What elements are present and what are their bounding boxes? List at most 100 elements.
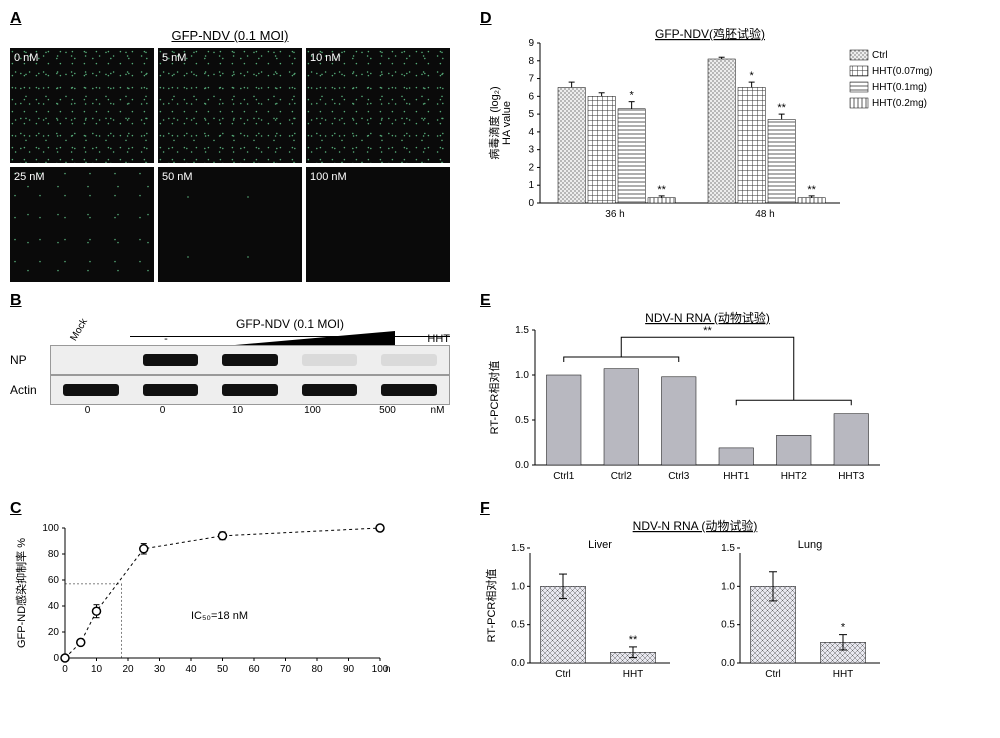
panel-f: F NDV-N RNA (动物试验) Liver 0.0 0.5 1.0 1.5 RT-PC… [480,500,1000,688]
microscopy-label: 0 nM [14,52,38,64]
svg-text:6: 6 [528,91,534,102]
svg-text:90: 90 [343,664,355,675]
blot-row-label: Actin [10,383,45,397]
svg-text:1.5: 1.5 [511,543,525,554]
svg-text:0.0: 0.0 [721,658,735,669]
chart-e: NDV-N RNA (动物试验)0.00.51.01.5RT-PCR相对值Ctr… [480,310,900,490]
microscopy-image: 50 nM [158,167,302,282]
panel-a-label: A [10,10,22,28]
svg-text:Liver: Liver [588,539,612,551]
svg-text:0.0: 0.0 [515,460,529,471]
svg-text:**: ** [807,184,816,196]
svg-text:4: 4 [528,127,534,138]
svg-text:HHT: HHT [623,669,644,680]
svg-text:1.0: 1.0 [511,582,525,593]
panel-f-label: F [480,500,490,518]
microscopy-image: 25 nM [10,167,154,282]
svg-text:80: 80 [311,664,323,675]
blot-row-label: NP [10,353,45,367]
western-blot: Mock GFP-NDV (0.1 MOI) - HHT NPActin 001… [10,320,450,416]
panel-e: E NDV-N RNA (动物试验)0.00.51.01.5RT-PCR相对值C… [480,292,1000,490]
svg-text:nM: nM [385,664,390,675]
svg-text:Ctrl: Ctrl [555,669,571,680]
svg-text:Ctrl1: Ctrl1 [553,471,575,482]
svg-text:3: 3 [528,145,534,156]
blot-row: NP [10,345,450,375]
svg-text:40: 40 [185,664,197,675]
svg-text:NDV-N RNA (动物试验): NDV-N RNA (动物试验) [645,310,770,325]
svg-text:36 h: 36 h [605,209,624,220]
svg-text:0.5: 0.5 [511,620,525,631]
microscopy-image: 10 nM [306,48,450,163]
microscopy-grid: 0 nM5 nM10 nM25 nM50 nM100 nM [10,48,450,282]
svg-text:Ctrl3: Ctrl3 [668,471,690,482]
svg-text:HHT(0.07mg): HHT(0.07mg) [872,66,933,77]
svg-text:**: ** [777,102,786,114]
svg-text:Ctrl2: Ctrl2 [611,471,633,482]
svg-text:40: 40 [48,601,60,612]
svg-text:48 h: 48 h [755,209,774,220]
svg-text:GFP-ND感染抑制率 %: GFP-ND感染抑制率 % [14,538,28,648]
svg-text:1.5: 1.5 [721,543,735,554]
chart-c: 0204060801000102030405060708090100nMGFP-… [10,518,390,688]
svg-text:RT-PCR相对值: RT-PCR相对值 [487,361,501,435]
svg-text:*: * [749,70,754,82]
svg-text:30: 30 [154,664,166,675]
panel-a: A GFP-NDV (0.1 MOI) 0 nM5 nM10 nM25 nM50… [10,10,450,282]
svg-text:0: 0 [62,664,68,675]
svg-text:10: 10 [91,664,103,675]
svg-text:0: 0 [53,653,59,664]
svg-text:0.0: 0.0 [511,658,525,669]
svg-text:0.5: 0.5 [721,620,735,631]
blot-row: Actin [10,375,450,405]
microscopy-label: 10 nM [310,52,341,64]
svg-text:7: 7 [528,74,534,85]
hht-gradient-triangle [235,331,395,345]
svg-text:9: 9 [528,38,534,49]
panel-c: C 0204060801000102030405060708090100nMGF… [10,500,450,688]
svg-text:HA value: HA value [501,101,513,145]
svg-text:HHT(0.2mg): HHT(0.2mg) [872,98,927,109]
chart-d: GFP-NDV(鸡胚试验)0123456789病毒滴度 (log₂)HA val… [480,28,970,228]
hht-label: HHT [427,333,450,345]
svg-text:Ctrl: Ctrl [765,669,781,680]
svg-text:**: ** [629,634,638,646]
svg-text:50: 50 [217,664,229,675]
svg-text:HHT1: HHT1 [723,471,750,482]
microscopy-image: 0 nM [10,48,154,163]
mock-label: Mock [69,317,90,343]
svg-text:20: 20 [122,664,134,675]
chart-f: NDV-N RNA (动物试验) Liver 0.0 0.5 1.0 1.5 RT-PCR相… [480,518,910,688]
svg-text:NDV-N RNA (动物试验): NDV-N RNA (动物试验) [633,518,758,533]
svg-text:80: 80 [48,549,60,560]
blot-title: GFP-NDV (0.1 MOI) [130,317,450,331]
svg-text:60: 60 [248,664,260,675]
svg-text:1: 1 [528,180,534,191]
blot-lanes [50,345,450,375]
panel-b: B Mock GFP-NDV (0.1 MOI) - HHT NPActin 0… [10,292,450,490]
svg-text:70: 70 [280,664,292,675]
svg-text:IC₅₀=18 nM: IC₅₀=18 nM [191,610,248,622]
microscopy-image: 100 nM [306,167,450,282]
panel-e-label: E [480,292,491,310]
svg-text:8: 8 [528,56,534,67]
svg-text:HHT(0.1mg): HHT(0.1mg) [872,82,927,93]
svg-text:1.0: 1.0 [721,582,735,593]
svg-text:5: 5 [528,109,534,120]
svg-text:*: * [629,90,634,102]
figure-grid: A GFP-NDV (0.1 MOI) 0 nM 5 nM 10 nM 25 nM 50… [10,10,990,688]
svg-text:HHT2: HHT2 [781,471,808,482]
microscopy-label: 25 nM [14,171,45,183]
svg-text:100: 100 [42,523,59,534]
svg-text:20: 20 [48,627,60,638]
svg-text:2: 2 [528,162,534,173]
lane-labels: 0010100500nM [50,405,450,416]
svg-text:Ctrl: Ctrl [872,50,888,61]
svg-text:**: ** [657,184,666,196]
svg-text:1.0: 1.0 [515,370,529,381]
svg-text:HHT: HHT [833,669,854,680]
panel-a-title: GFP-NDV (0.1 MOI) [10,28,450,43]
svg-text:Lung: Lung [798,539,822,551]
svg-text:**: ** [703,326,712,338]
svg-text:RT-PCR相对值: RT-PCR相对值 [484,569,498,643]
